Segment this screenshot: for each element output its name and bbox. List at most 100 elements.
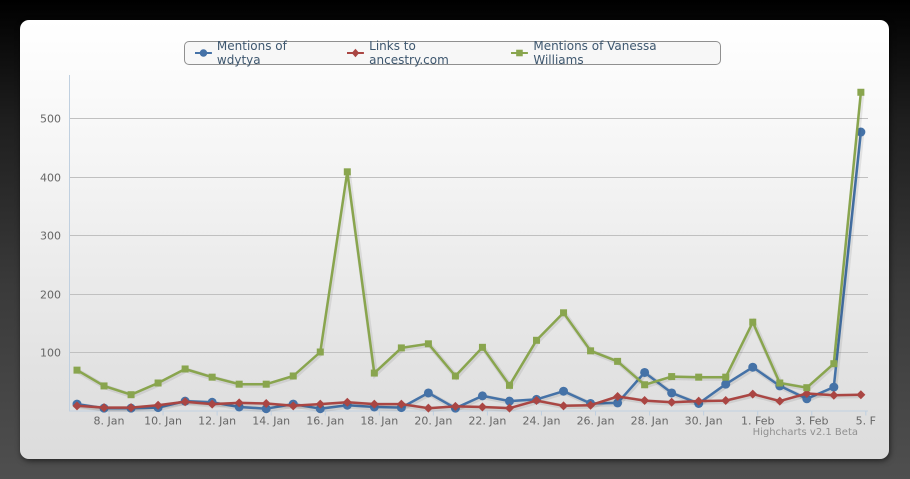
- data-point[interactable]: [153, 400, 163, 410]
- y-tick-label: 200: [40, 289, 61, 302]
- data-point[interactable]: [342, 397, 352, 407]
- data-point[interactable]: [613, 398, 623, 408]
- data-point[interactable]: [559, 401, 569, 411]
- data-point[interactable]: [504, 396, 514, 406]
- data-point[interactable]: [154, 379, 162, 387]
- data-point[interactable]: [262, 380, 270, 388]
- data-point[interactable]: [749, 318, 757, 326]
- data-point[interactable]: [829, 382, 839, 392]
- y-tick-label: 500: [40, 113, 61, 126]
- legend-label: Mentions of wdytya: [216, 39, 287, 67]
- data-point[interactable]: [73, 366, 81, 374]
- data-point[interactable]: [180, 397, 190, 407]
- data-point[interactable]: [127, 391, 135, 399]
- x-tick-label: 22. Jan: [468, 415, 506, 428]
- data-point[interactable]: [370, 369, 378, 377]
- data-point[interactable]: [668, 373, 676, 381]
- data-point[interactable]: [667, 397, 677, 407]
- data-point[interactable]: [504, 403, 514, 413]
- data-point[interactable]: [181, 365, 189, 373]
- data-point[interactable]: [586, 400, 596, 410]
- data-point[interactable]: [99, 403, 109, 413]
- data-point[interactable]: [478, 343, 486, 351]
- data-point[interactable]: [748, 389, 758, 399]
- data-point[interactable]: [640, 367, 650, 377]
- data-point[interactable]: [533, 336, 541, 344]
- data-point[interactable]: [261, 404, 271, 414]
- data-point[interactable]: [423, 403, 433, 413]
- data-point[interactable]: [532, 396, 542, 406]
- data-point[interactable]: [315, 404, 325, 414]
- x-tick-label: 26. Jan: [577, 415, 615, 428]
- data-point[interactable]: [450, 401, 460, 411]
- data-point[interactable]: [424, 340, 432, 348]
- x-tick-label: 16. Jan: [306, 415, 344, 428]
- data-point[interactable]: [721, 396, 731, 406]
- data-point[interactable]: [316, 348, 324, 356]
- data-point[interactable]: [235, 380, 243, 388]
- data-point[interactable]: [559, 386, 569, 396]
- data-point[interactable]: [207, 399, 217, 409]
- x-tick-label: 14. Jan: [252, 415, 290, 428]
- series-1[interactable]: [72, 389, 866, 413]
- data-point[interactable]: [289, 372, 297, 380]
- data-point[interactable]: [830, 360, 838, 368]
- data-point[interactable]: [613, 391, 623, 401]
- data-point[interactable]: [126, 403, 136, 413]
- data-point[interactable]: [802, 389, 812, 399]
- data-point[interactable]: [802, 394, 812, 404]
- data-point[interactable]: [776, 379, 784, 387]
- y-tick-label: 400: [40, 172, 61, 185]
- chart-container: [20, 20, 889, 459]
- data-point[interactable]: [261, 398, 271, 408]
- legend-item-wdytya[interactable]: Mentions of wdytya: [195, 39, 327, 67]
- x-axis: 8. Jan 10. Jan 12. Jan 14. Jan 16. Jan 18. Ja…: [69, 410, 876, 428]
- data-point[interactable]: [695, 373, 703, 381]
- data-point[interactable]: [640, 396, 650, 406]
- data-point[interactable]: [829, 390, 839, 400]
- data-point[interactable]: [477, 402, 487, 412]
- data-point[interactable]: [722, 373, 730, 381]
- data-point[interactable]: [748, 362, 758, 372]
- x-tick-label: 20. Jan: [414, 415, 452, 428]
- data-point[interactable]: [451, 372, 459, 380]
- data-point[interactable]: [72, 401, 82, 411]
- credits-link[interactable]: Highcharts v2.1 Beta: [753, 427, 858, 438]
- data-point[interactable]: [614, 357, 622, 365]
- data-point[interactable]: [505, 381, 513, 389]
- data-point[interactable]: [775, 396, 785, 406]
- data-point[interactable]: [560, 309, 568, 317]
- data-point[interactable]: [587, 347, 595, 355]
- x-tick-label: 12. Jan: [198, 415, 236, 428]
- data-point[interactable]: [857, 88, 865, 96]
- data-point[interactable]: [856, 127, 866, 137]
- legend-item-vanessa-williams[interactable]: Mentions of Vanessa Williams: [511, 39, 700, 67]
- data-point[interactable]: [423, 388, 433, 398]
- data-point[interactable]: [315, 399, 325, 409]
- data-point[interactable]: [641, 381, 649, 389]
- data-point[interactable]: [234, 398, 244, 408]
- data-point[interactable]: [803, 384, 811, 392]
- series-2[interactable]: [73, 88, 865, 399]
- data-point[interactable]: [397, 344, 405, 352]
- legend-item-ancestry[interactable]: Links to ancestry.com: [347, 39, 491, 67]
- data-point[interactable]: [667, 388, 677, 398]
- x-tick-label: 1. Feb: [741, 415, 774, 428]
- x-tick-label: 8. Jan: [94, 415, 125, 428]
- data-point[interactable]: [343, 168, 351, 176]
- series-line: [76, 92, 863, 396]
- data-point[interactable]: [477, 391, 487, 401]
- data-point[interactable]: [856, 390, 866, 400]
- data-point[interactable]: [721, 379, 731, 389]
- data-point[interactable]: [100, 382, 108, 390]
- data-point[interactable]: [208, 373, 216, 381]
- legend: Mentions of wdytya Links to ancestry.com…: [184, 39, 721, 67]
- series-line: [76, 392, 861, 410]
- y-tick-label: 100: [40, 347, 61, 360]
- circle-marker-icon: [195, 49, 212, 57]
- data-point[interactable]: [396, 399, 406, 409]
- data-point[interactable]: [369, 399, 379, 409]
- data-point[interactable]: [288, 401, 298, 411]
- data-point[interactable]: [694, 396, 704, 406]
